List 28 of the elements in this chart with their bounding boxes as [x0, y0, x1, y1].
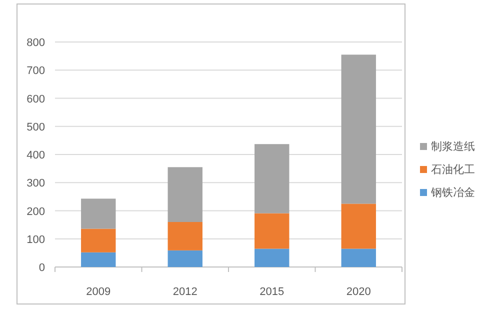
bar	[341, 204, 376, 249]
y-tick-label: 100	[26, 234, 45, 246]
bar	[254, 144, 290, 214]
bar	[341, 248, 376, 267]
bar	[254, 248, 290, 267]
x-tick-label: 2009	[86, 286, 111, 298]
y-tick-label: 800	[26, 37, 45, 49]
y-tick-label: 300	[26, 178, 45, 190]
bar	[81, 228, 116, 252]
legend-label: 钢铁冶金	[430, 187, 475, 199]
x-tick-label: 2015	[260, 286, 284, 298]
x-tick-label: 2020	[346, 286, 371, 298]
bar	[81, 198, 116, 229]
y-tick-label: 700	[26, 65, 45, 78]
bar	[254, 213, 290, 249]
y-tick-label: 400	[26, 150, 45, 162]
y-tick-label: 0	[38, 262, 45, 274]
y-tick-label: 200	[26, 206, 45, 218]
bar	[168, 250, 202, 267]
bar	[341, 54, 376, 204]
legend-label: 石油化工	[431, 163, 475, 176]
y-tick-label: 500	[26, 121, 45, 134]
bar	[168, 167, 202, 222]
bar	[81, 252, 116, 267]
bar	[168, 222, 202, 250]
y-tick-label: 600	[26, 93, 45, 106]
x-tick-label: 2012	[172, 286, 198, 298]
legend-label: 制浆造纸	[431, 140, 475, 153]
